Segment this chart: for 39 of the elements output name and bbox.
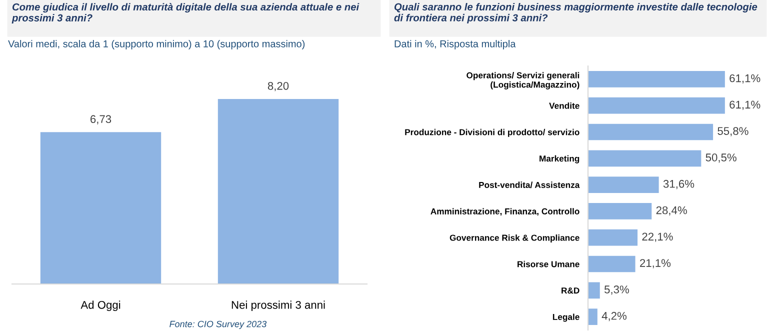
data-label: 31,6% [663,180,694,190]
data-label: 50,5% [706,154,736,163]
data-label: 61,1% [730,74,760,84]
y-tick-label: R&D [562,288,580,294]
y-tick-label: Amministrazione, Finanza, Controllo [430,208,580,216]
bar [588,229,638,246]
bar [588,124,714,140]
data-label: 61,1% [730,100,760,110]
data-label: 5,3% [604,286,629,295]
y-tick-label: Legale [552,314,580,322]
bar [588,150,702,167]
text: Dati in %, Risposta multipla [394,40,516,50]
data-label: 4,2% [602,312,627,322]
chart-title: Come giudica il livello di maturità digitale della sua azienda attuale e nei prossimi 3 anni? [12,3,360,24]
x-tick-label: Nei prossimi 3 anni [232,300,325,312]
y-tick-label: Risorse Umane [518,260,580,268]
y-tick-label: Marketing [540,155,580,164]
data-label: 28,4% [656,206,687,216]
x-tick-label: Ad Oggi [80,300,120,312]
data-label: 21,1% [640,259,671,268]
chart-title: Quali saranno le funzioni business maggiormente investite dalle tecnologie di frontiera nei prossimi 3 anni? [394,3,758,24]
y-tick-label: Governance Risk & Compliance [450,234,580,243]
y-tick-label: Produzione - Divisioni di prodotto/ servizio [405,128,580,137]
chart-subtitle: Valori medi, scala da 1 (supporto minimo) a 10 (supporto massimo) [8,40,305,50]
bar [588,71,725,88]
bar [588,203,652,220]
bar [588,97,725,114]
bar [588,308,598,325]
data-label: 22,1% [642,232,673,242]
bar [588,282,600,299]
source-note: Fonte: CIO Survey 2023 [170,320,267,329]
bar [588,256,636,272]
data-label: 8,20 [268,82,289,92]
data-label: 55,8% [718,127,748,136]
data-label: 6,73 [90,115,112,124]
bar [588,176,659,193]
y-tick-label: Post-vendita/ Assistenza [479,182,580,188]
y-tick-label: Vendite [549,102,580,109]
y-tick-label: Operations/ Servizi generali (Logistica/Magazzino) [466,72,580,90]
